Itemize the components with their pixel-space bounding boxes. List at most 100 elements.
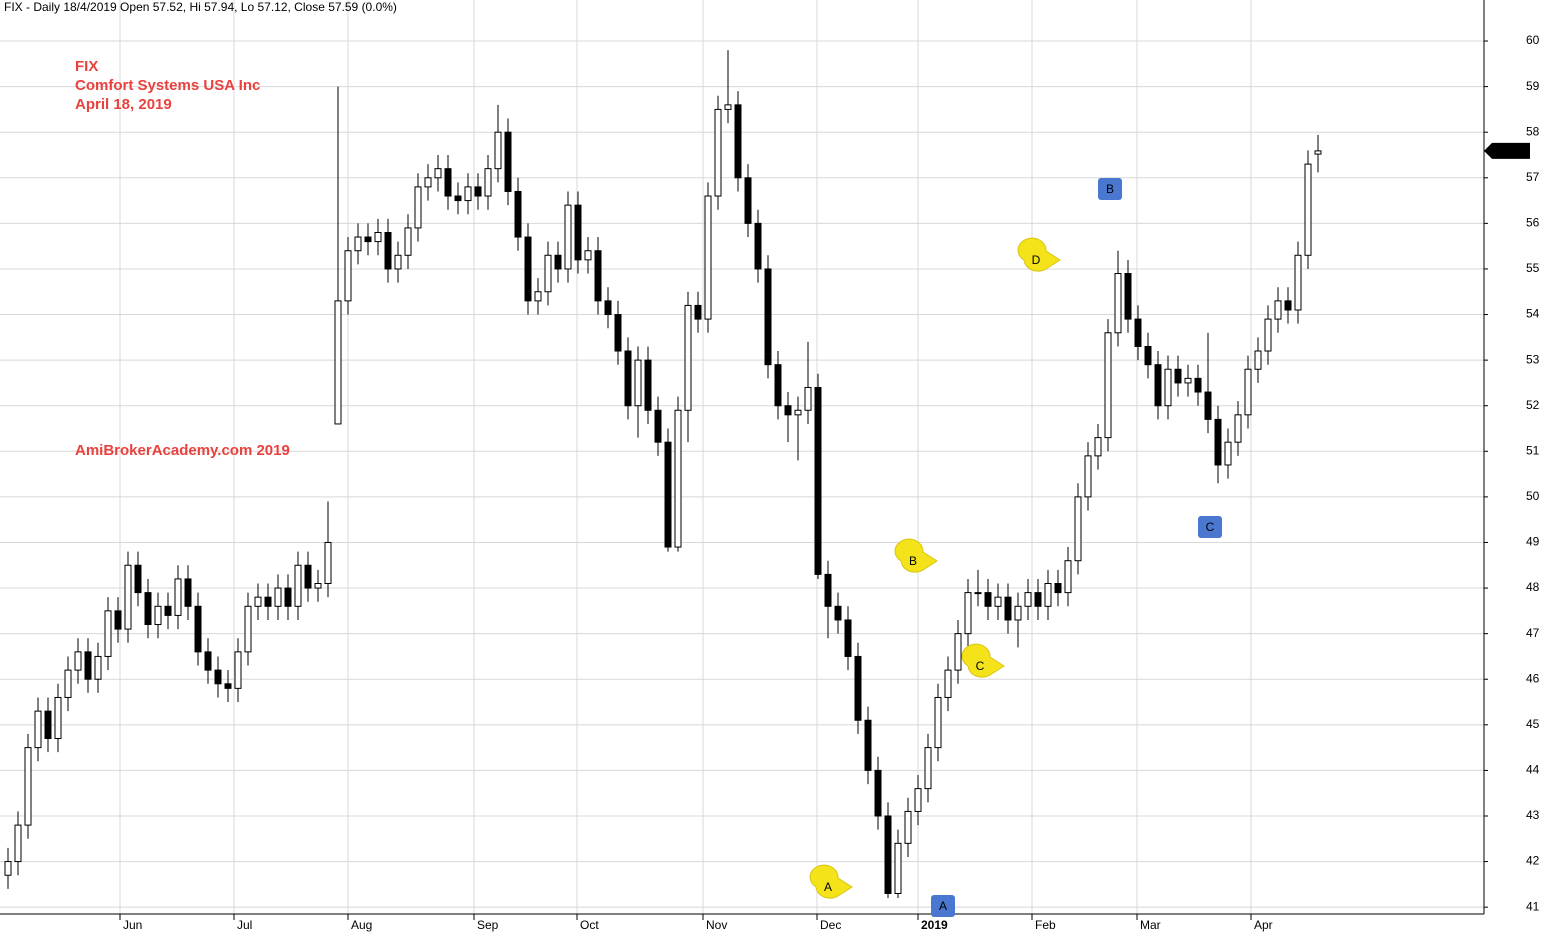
candle-body <box>1284 300 1292 311</box>
candle-body <box>204 651 212 671</box>
candle-body <box>1034 592 1042 607</box>
candle-body <box>804 386 812 411</box>
annotation: FIX <box>75 58 98 75</box>
pattern-label: A <box>824 880 832 894</box>
candle-body <box>1204 391 1212 420</box>
candle-body <box>74 651 82 671</box>
wave-label: B <box>1106 182 1114 196</box>
x-tick-label: Jul <box>237 918 252 932</box>
candle-body <box>984 592 992 607</box>
candle-body <box>374 231 382 243</box>
candle-body <box>1024 592 1032 607</box>
candle-body <box>484 168 492 197</box>
candle-body <box>194 605 202 653</box>
candle-body <box>404 227 412 256</box>
candle-body <box>394 254 402 270</box>
y-tick-label: 59 <box>1526 79 1540 93</box>
candle-body <box>594 250 602 302</box>
candle-body <box>714 108 722 197</box>
y-tick-label: 51 <box>1526 443 1540 457</box>
candle-body <box>1094 437 1102 457</box>
y-tick-label: 60 <box>1526 33 1540 47</box>
candle-body <box>944 669 952 698</box>
x-tick-label: Feb <box>1035 918 1056 932</box>
candle-body <box>924 747 932 790</box>
wave-box <box>1198 516 1222 538</box>
candle-body <box>224 683 232 689</box>
candle-body <box>64 669 72 698</box>
candle-body <box>284 587 292 607</box>
candle-body <box>1194 377 1202 393</box>
candle-body <box>474 186 482 197</box>
candle-body <box>1004 596 1012 621</box>
x-tick-label: Jun <box>123 918 142 932</box>
annotation: Comfort Systems USA Inc <box>75 77 260 94</box>
candle-body <box>1104 332 1112 439</box>
candle-body <box>644 359 652 411</box>
y-tick-label: 57 <box>1526 170 1540 184</box>
x-tick-label: Aug <box>351 918 372 932</box>
candle-body <box>874 769 882 817</box>
candle-body <box>24 747 32 826</box>
candle-body <box>1134 318 1142 347</box>
y-tick-label: 44 <box>1526 763 1540 777</box>
candle-body <box>1174 368 1182 384</box>
chart-header: FIX - Daily 18/4/2019 Open 57.52, Hi 57.… <box>4 0 397 14</box>
x-tick-label: Nov <box>706 918 727 932</box>
candle-body <box>354 236 362 252</box>
pattern-balloon <box>894 538 938 573</box>
candle-body <box>1264 318 1272 352</box>
candle-body <box>964 592 972 635</box>
candle-body <box>1294 254 1302 311</box>
candle-body <box>884 815 892 894</box>
candle-body <box>234 651 242 689</box>
candle-body <box>634 359 642 407</box>
candle-body <box>1154 364 1162 407</box>
candle-body <box>4 861 12 876</box>
candle-body <box>444 168 452 197</box>
y-tick-label: 46 <box>1526 671 1540 685</box>
candle-body <box>664 441 672 548</box>
candle-body <box>334 300 342 425</box>
candle-body <box>914 788 922 812</box>
candle-body <box>1084 455 1092 498</box>
candle-body <box>614 314 622 352</box>
candle-body <box>1314 150 1322 155</box>
candle-body <box>54 696 62 739</box>
pattern-balloon <box>809 864 853 899</box>
candle-body <box>514 190 522 238</box>
pattern-balloon <box>1017 237 1061 272</box>
candle-body <box>704 195 712 320</box>
candle-body <box>214 669 222 685</box>
candle-body <box>684 304 692 411</box>
y-tick-label: 55 <box>1526 261 1540 275</box>
y-tick-label: 42 <box>1526 854 1540 868</box>
x-tick-label: Dec <box>820 918 841 932</box>
wave-box <box>1098 178 1122 200</box>
candle-body <box>294 564 302 607</box>
candle-body <box>1044 583 1052 607</box>
y-tick-label: 53 <box>1526 352 1540 366</box>
candle-body <box>144 592 152 626</box>
candle-body <box>114 610 122 630</box>
candle-body <box>1304 163 1312 256</box>
candle-body <box>844 619 852 657</box>
candle-body <box>364 236 372 243</box>
candle-body <box>974 592 982 595</box>
candle-body <box>324 541 332 585</box>
candle-body <box>854 655 862 721</box>
candle-body <box>34 710 42 749</box>
candle-body <box>464 186 472 202</box>
wave-box <box>931 895 955 917</box>
candle-body <box>304 564 312 589</box>
pattern-label: D <box>1032 253 1041 267</box>
candle-body <box>994 596 1002 607</box>
candle-body <box>624 350 632 407</box>
candle-body <box>724 104 732 110</box>
candle-body <box>154 605 162 626</box>
candle-body <box>954 633 962 671</box>
candle-body <box>14 824 22 863</box>
candle-body <box>1274 300 1282 320</box>
candle-body <box>1184 377 1192 384</box>
y-tick-label: 56 <box>1526 216 1540 230</box>
